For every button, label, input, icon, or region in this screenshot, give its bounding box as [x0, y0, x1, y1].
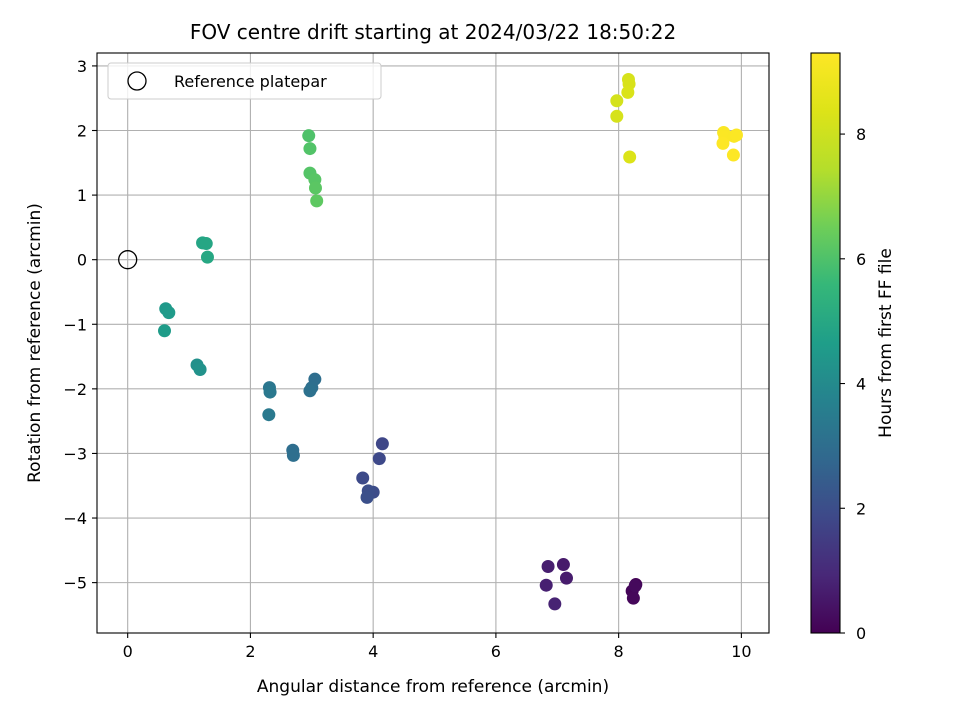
x-axis-label: Angular distance from reference (arcmin) [257, 677, 609, 697]
data-point [716, 136, 730, 150]
colorbar-frame [810, 52, 841, 634]
x-tick-label: 10 [731, 642, 751, 661]
legend-reference-marker [127, 71, 147, 91]
data-point [556, 558, 570, 572]
data-point [610, 94, 624, 108]
data-point [303, 384, 317, 398]
y-tick-label: −5 [63, 574, 87, 593]
chart-title: FOV centre drift starting at 2024/03/22 … [190, 20, 676, 44]
data-point [623, 150, 637, 164]
colorbar: 0 2 4 6 8 Hours from first FF file [810, 52, 896, 643]
data-point [193, 362, 207, 376]
data-point [356, 471, 370, 485]
data-point [726, 148, 740, 162]
y-axis-ticks: −5 −4 −3 −2 −1 0 1 2 3 [63, 57, 97, 593]
data-point [360, 490, 374, 504]
data-point [626, 591, 640, 605]
data-point [541, 559, 555, 573]
data-points [158, 72, 743, 611]
y-tick-label: −3 [63, 444, 87, 463]
data-point [263, 385, 277, 399]
y-tick-label: 3 [77, 57, 87, 76]
legend-label: Reference platepar [174, 72, 327, 91]
y-axis-label: Rotation from reference (arcmin) [25, 203, 45, 483]
y-tick-label: 0 [77, 251, 87, 270]
y-tick-label: −1 [63, 315, 87, 334]
data-point [539, 578, 553, 592]
grid [97, 53, 769, 633]
colorbar-ticks: 0 2 4 6 8 [840, 125, 866, 643]
data-point [200, 250, 214, 264]
data-point [199, 237, 213, 251]
data-point [302, 129, 316, 143]
x-tick-label: 2 [245, 642, 255, 661]
data-point [308, 181, 322, 195]
x-axis-ticks: 0 2 4 6 8 10 [123, 633, 752, 661]
data-point [548, 597, 562, 611]
data-point [375, 437, 389, 451]
reference-platepar-marker [118, 250, 138, 270]
plot-frame [96, 52, 770, 634]
data-point [286, 448, 300, 462]
data-point [559, 571, 573, 585]
data-point [303, 142, 317, 156]
colorbar-tick-label: 0 [856, 624, 866, 643]
data-point [310, 194, 324, 208]
data-point [162, 306, 176, 320]
x-tick-label: 4 [368, 642, 378, 661]
x-tick-label: 0 [123, 642, 133, 661]
colorbar-tick-label: 8 [856, 125, 866, 144]
colorbar-gradient [811, 53, 840, 633]
colorbar-tick-label: 2 [856, 499, 866, 518]
data-point [372, 452, 386, 466]
colorbar-label: Hours from first FF file [876, 248, 896, 438]
legend: Reference platepar [107, 62, 382, 100]
y-tick-label: 1 [77, 186, 87, 205]
data-point [262, 408, 276, 422]
data-point [610, 109, 624, 123]
data-point [158, 324, 172, 338]
y-tick-label: 2 [77, 122, 87, 141]
data-point [729, 128, 743, 142]
y-tick-label: −4 [63, 509, 87, 528]
legend-box [107, 62, 382, 100]
data-point [628, 579, 642, 593]
x-tick-label: 8 [614, 642, 624, 661]
y-tick-label: −2 [63, 380, 87, 399]
colorbar-tick-label: 6 [856, 250, 866, 269]
data-point [621, 85, 635, 99]
colorbar-tick-label: 4 [856, 375, 866, 394]
x-tick-label: 6 [491, 642, 501, 661]
